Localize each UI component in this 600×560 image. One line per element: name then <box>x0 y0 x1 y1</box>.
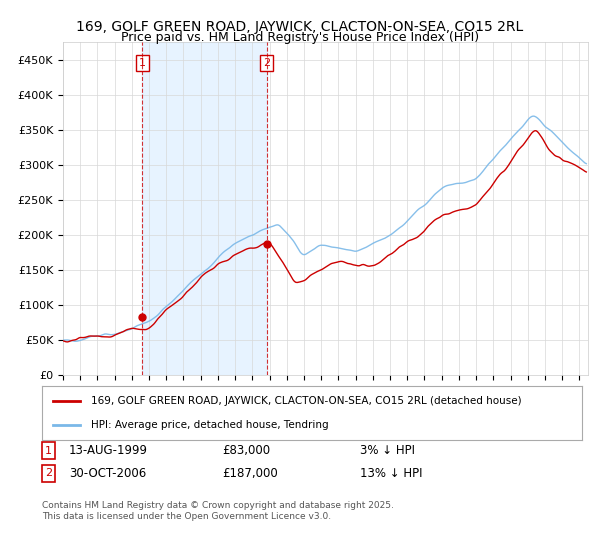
Text: Price paid vs. HM Land Registry's House Price Index (HPI): Price paid vs. HM Land Registry's House … <box>121 31 479 44</box>
Text: 1: 1 <box>45 446 52 456</box>
Text: 3% ↓ HPI: 3% ↓ HPI <box>360 444 415 458</box>
Text: 2: 2 <box>45 468 52 478</box>
Text: 2: 2 <box>263 58 270 68</box>
Text: HPI: Average price, detached house, Tendring: HPI: Average price, detached house, Tend… <box>91 419 328 430</box>
Text: 30-OCT-2006: 30-OCT-2006 <box>69 466 146 480</box>
Text: £83,000: £83,000 <box>222 444 270 458</box>
Text: 13% ↓ HPI: 13% ↓ HPI <box>360 466 422 480</box>
Text: 13-AUG-1999: 13-AUG-1999 <box>69 444 148 458</box>
Text: 1: 1 <box>139 58 146 68</box>
Text: £187,000: £187,000 <box>222 466 278 480</box>
Bar <box>142 42 266 375</box>
Text: 169, GOLF GREEN ROAD, JAYWICK, CLACTON-ON-SEA, CO15 2RL: 169, GOLF GREEN ROAD, JAYWICK, CLACTON-O… <box>76 20 524 34</box>
Text: 169, GOLF GREEN ROAD, JAYWICK, CLACTON-ON-SEA, CO15 2RL (detached house): 169, GOLF GREEN ROAD, JAYWICK, CLACTON-O… <box>91 396 521 407</box>
Text: Contains HM Land Registry data © Crown copyright and database right 2025.
This d: Contains HM Land Registry data © Crown c… <box>42 501 394 521</box>
